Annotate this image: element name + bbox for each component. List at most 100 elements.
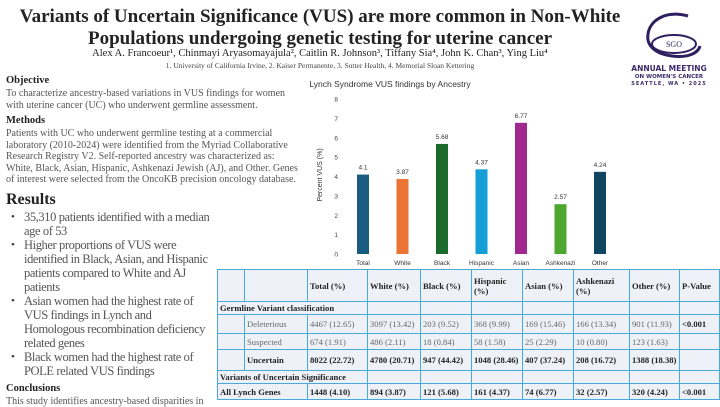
column-header: Asian (%) bbox=[523, 270, 574, 302]
logo-text: ANNUAL MEETING ON WOMEN'S CANCER SEATTLE… bbox=[628, 64, 710, 87]
objective-heading: Objective bbox=[6, 75, 298, 87]
column-header bbox=[218, 270, 245, 302]
y-tick-label: 5 bbox=[334, 155, 338, 162]
table-cell: 32 (2.57) bbox=[574, 384, 630, 400]
table-cell: 4780 (20.71) bbox=[368, 350, 421, 371]
column-header: Ashkenazi (%) bbox=[574, 270, 630, 302]
table-cell: 1048 (28.46) bbox=[472, 350, 523, 371]
y-tick-label: 7 bbox=[334, 116, 338, 123]
conclusions-heading: Conclusions bbox=[6, 383, 214, 395]
column-header: Other (%) bbox=[630, 270, 680, 302]
column-header bbox=[245, 270, 308, 302]
table-cell: 121 (5.68) bbox=[421, 384, 472, 400]
empty-cell bbox=[574, 371, 630, 384]
empty-cell bbox=[523, 302, 574, 315]
lynch-vus-bar-chart: Lynch Syndrome VUS findings by Ancestry … bbox=[300, 75, 630, 270]
column-header: Total (%) bbox=[308, 270, 368, 302]
table-section-row: Variants of Uncertain Significance bbox=[218, 371, 720, 384]
p-value bbox=[680, 334, 720, 350]
results-bullet: 35,310 patients identified with a median… bbox=[6, 210, 214, 238]
data-label: 6.77 bbox=[515, 113, 528, 120]
x-tick-label: Hispanic bbox=[469, 260, 495, 267]
data-label: 5.68 bbox=[436, 134, 449, 141]
results-heading: Results bbox=[6, 191, 214, 209]
column-header: White (%) bbox=[368, 270, 421, 302]
authors: Alex A. Francoeur¹, Chinmayi Aryasomayaj… bbox=[0, 48, 640, 59]
logo-line-3: SEATTLE, WA • 2025 bbox=[628, 81, 710, 87]
table-cell: 320 (4.24) bbox=[630, 384, 680, 400]
empty-cell bbox=[680, 302, 720, 315]
objective-text: To characterize ancestry-based variation… bbox=[6, 88, 298, 111]
results-section: Results 35,310 patients identified with … bbox=[6, 191, 214, 378]
methods-text: Patients with UC who underwent germline … bbox=[6, 128, 298, 186]
column-header: Hispanic (%) bbox=[472, 270, 523, 302]
table-cell: 1448 (4.10) bbox=[308, 384, 368, 400]
empty-cell bbox=[630, 371, 680, 384]
data-label: 4.24 bbox=[594, 162, 607, 169]
logo-line-2: ON WOMEN'S CANCER bbox=[628, 74, 710, 80]
methods-heading: Methods bbox=[6, 115, 298, 127]
objective-section: Objective To characterize ancestry-based… bbox=[6, 75, 298, 111]
empty-cell bbox=[368, 302, 421, 315]
table-cell: 901 (11.93) bbox=[630, 315, 680, 334]
table-cell: 947 (44.42) bbox=[421, 350, 472, 371]
results-bullet: Asian women had the highest rate of VUS … bbox=[6, 294, 214, 350]
table-cell: 8022 (22.72) bbox=[308, 350, 368, 371]
indent-cell bbox=[218, 350, 245, 371]
table-cell: 208 (16.72) bbox=[574, 350, 630, 371]
table-cell: 169 (15.46) bbox=[523, 315, 574, 334]
x-tick-label: Total bbox=[356, 260, 370, 267]
title-line-2: Populations undergoing genetic testing f… bbox=[0, 28, 640, 50]
results-bullet: Black women had the highest rate of POLE… bbox=[6, 350, 214, 378]
indent-cell bbox=[218, 315, 245, 334]
table-cell: 166 (13.34) bbox=[574, 315, 630, 334]
logo-line-1: ANNUAL MEETING bbox=[628, 64, 710, 73]
x-tick-label: Other bbox=[592, 260, 609, 267]
empty-cell bbox=[523, 371, 574, 384]
data-label: 2.57 bbox=[554, 194, 567, 201]
results-bullet: Higher proportions of VUS were identifie… bbox=[6, 238, 214, 294]
table-cell: 18 (0.84) bbox=[421, 334, 472, 350]
methods-section: Methods Patients with UC who underwent g… bbox=[6, 115, 298, 186]
empty-cell bbox=[421, 302, 472, 315]
y-tick-label: 2 bbox=[334, 213, 338, 220]
table-cell: 161 (4.37) bbox=[472, 384, 523, 400]
chart-title: Lynch Syndrome VUS findings by Ancestry bbox=[309, 79, 471, 89]
y-tick-label: 3 bbox=[334, 193, 338, 200]
data-label: 3.87 bbox=[396, 169, 409, 176]
table-cell: 368 (9.99) bbox=[472, 315, 523, 334]
table-cell: 3097 (13.42) bbox=[368, 315, 421, 334]
table-header-row: Total (%)White (%)Black (%)Hispanic (%)A… bbox=[218, 270, 720, 302]
empty-cell bbox=[472, 371, 523, 384]
conclusions-section: Conclusions This study identifies ancest… bbox=[6, 383, 214, 407]
conclusions-text: This study identifies ancestry-based dis… bbox=[6, 396, 214, 407]
data-label: 4.37 bbox=[475, 159, 488, 166]
row-label: Deleterious bbox=[245, 315, 308, 334]
bar-total bbox=[357, 175, 369, 254]
row-label: Uncertain bbox=[245, 350, 308, 371]
y-tick-label: 4 bbox=[334, 174, 338, 181]
p-value: <0.001 bbox=[680, 315, 720, 334]
results-list: 35,310 patients identified with a median… bbox=[6, 210, 214, 378]
table-cell: 4467 (12.65) bbox=[308, 315, 368, 334]
y-axis-label: Percent VUS (%) bbox=[317, 148, 324, 201]
bar-black bbox=[436, 144, 448, 254]
table-cell: 203 (9.52) bbox=[421, 315, 472, 334]
table-cell: 407 (37.24) bbox=[523, 350, 574, 371]
table-cell: 74 (6.77) bbox=[523, 384, 574, 400]
empty-cell bbox=[630, 302, 680, 315]
bar-white bbox=[397, 179, 409, 254]
table-cell: 123 (1.63) bbox=[630, 334, 680, 350]
empty-cell bbox=[421, 371, 472, 384]
table-cell: 58 (1.58) bbox=[472, 334, 523, 350]
indent-cell bbox=[218, 334, 245, 350]
sgo-logo-icon: SGO bbox=[636, 10, 706, 64]
affiliations: 1. University of California Irvine, 2. K… bbox=[0, 61, 640, 70]
p-value: <0.001 bbox=[680, 384, 720, 400]
section-title: Variants of Uncertain Significance bbox=[218, 371, 368, 384]
table-cell: 486 (2.11) bbox=[368, 334, 421, 350]
column-header: P-Value bbox=[680, 270, 720, 302]
poster-title: Variants of Uncertain Significance (VUS)… bbox=[0, 6, 640, 50]
